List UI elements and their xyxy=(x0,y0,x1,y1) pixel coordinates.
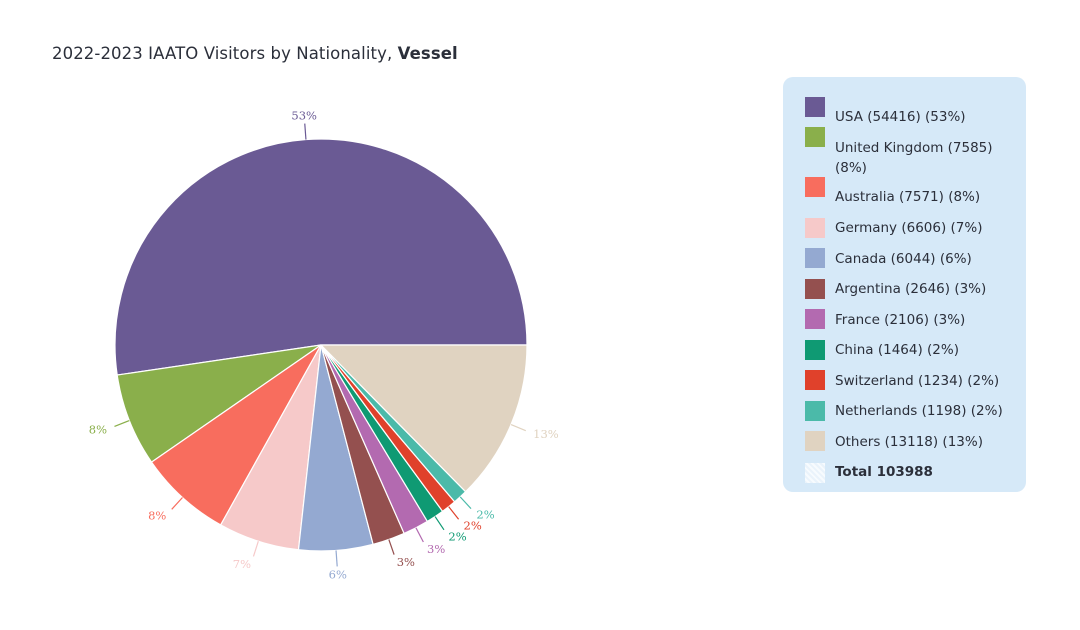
pie-slice-usa[interactable] xyxy=(114,138,528,376)
pie-leader-argentina xyxy=(388,539,395,555)
pie-label-leaders xyxy=(114,123,527,567)
pie-leader-netherlands xyxy=(459,496,472,510)
legend-label: Netherlands (1198) (2%) xyxy=(835,403,1003,419)
chart-title-prefix: 2022-2023 IAATO Visitors by Nationality, xyxy=(52,44,398,63)
pie-leader-france xyxy=(415,527,424,543)
pie-leader-united-kingdom xyxy=(114,419,130,427)
legend-label: Argentina (2646) (3%) xyxy=(835,281,987,297)
legend-swatch xyxy=(805,248,825,268)
pie-leader-australia xyxy=(171,497,183,510)
legend-label: Others (13118) (13%) xyxy=(835,434,983,450)
legend-swatch xyxy=(805,127,825,147)
legend-swatch xyxy=(805,431,825,451)
pie-leader-switzerland xyxy=(448,506,460,520)
legend-swatch xyxy=(805,370,825,390)
legend-swatch xyxy=(805,218,825,238)
legend-label: Canada (6044) (6%) xyxy=(835,251,972,267)
legend-label: Germany (6606) (7%) xyxy=(835,220,983,236)
pie-label-argentina: 3% xyxy=(397,555,415,569)
legend-total: Total 103988 xyxy=(835,464,933,480)
legend-swatch xyxy=(805,309,825,329)
pie-label-switzerland: 2% xyxy=(464,518,482,532)
pie-leader-usa xyxy=(304,123,307,140)
legend-label: USA (54416) (53%) xyxy=(835,109,966,125)
pie-labels: 53%8%8%7%6%3%3%2%2%2%13% xyxy=(89,109,559,582)
pie-leader-canada xyxy=(335,550,338,567)
legend-label: Australia (7571) (8%) xyxy=(835,189,981,205)
pie-label-germany: 7% xyxy=(233,557,251,571)
pie-label-china: 2% xyxy=(448,530,466,544)
pie-label-canada: 6% xyxy=(329,567,347,581)
legend-label: Switzerland (1234) (2%) xyxy=(835,373,1000,389)
pie-label-united-kingdom: 8% xyxy=(89,422,107,436)
pie-leader-china xyxy=(434,516,445,531)
legend-swatch xyxy=(805,177,825,197)
pie-label-australia: 8% xyxy=(148,508,166,522)
pie-chart: 53%8%8%7%6%3%3%2%2%2%13% xyxy=(89,109,559,582)
legend: USA (54416) (53%) United Kingdom (7585) (… xyxy=(783,77,1026,492)
legend-label: China (1464) (2%) xyxy=(835,342,959,358)
legend-swatch xyxy=(805,340,825,360)
pie-label-usa: 53% xyxy=(291,109,317,123)
legend-swatch xyxy=(805,97,825,117)
chart-title-emphasis: Vessel xyxy=(397,44,458,63)
chart-title: 2022-2023 IAATO Visitors by Nationality,… xyxy=(52,44,458,63)
legend-total-swatch xyxy=(805,463,825,483)
pie-leader-others xyxy=(510,423,527,432)
pie-label-france: 3% xyxy=(427,542,445,556)
pie-label-netherlands: 2% xyxy=(476,508,494,522)
legend-swatch xyxy=(805,279,825,299)
pie-leader-germany xyxy=(252,541,259,557)
legend-label: France (2106) (3%) xyxy=(835,312,966,328)
legend-label: United Kingdom (7585) (8%) xyxy=(835,140,993,176)
pie-slices xyxy=(114,138,528,552)
legend-swatch xyxy=(805,401,825,421)
pie-label-others: 13% xyxy=(533,427,559,441)
